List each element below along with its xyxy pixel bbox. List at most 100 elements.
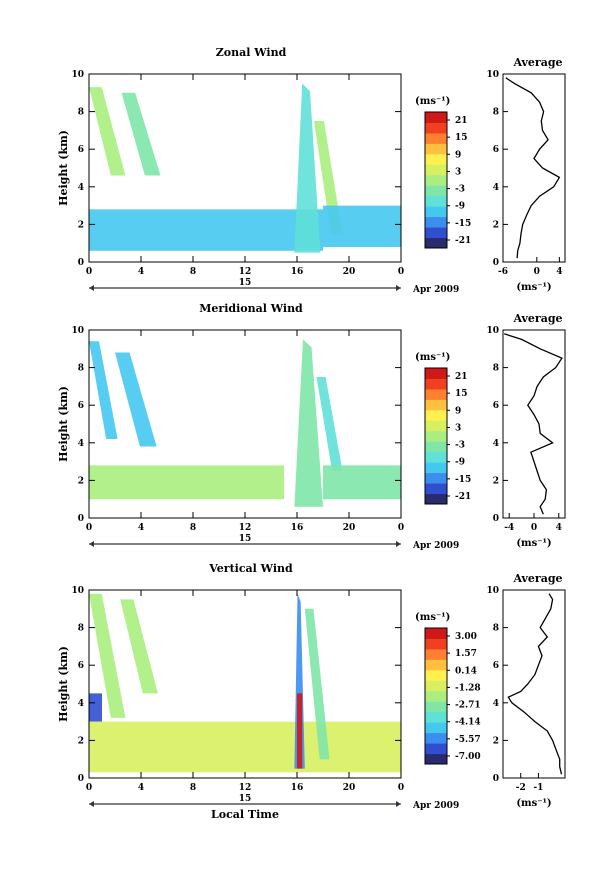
colorbar-swatch <box>425 669 447 681</box>
wind-patch <box>89 693 102 722</box>
colorbar-tick-label: 15 <box>455 389 468 399</box>
x-tick-label: 16 <box>291 267 304 277</box>
x-tick-label: 12 <box>239 267 252 277</box>
average-y-tick-label: 2 <box>493 736 499 746</box>
average-x-tick-label: -2 <box>516 783 526 793</box>
average-y-tick-label: 0 <box>493 514 499 524</box>
x-tick-label: 4 <box>138 783 144 793</box>
x-tick-label: 0 <box>86 783 92 793</box>
colorbar-tick-label: 21 <box>455 372 468 382</box>
colorbar-swatch <box>425 493 447 505</box>
colorbar-swatch <box>425 722 447 734</box>
colorbar-frame <box>424 367 448 505</box>
date-label: Apr 2009 <box>412 801 459 811</box>
wind-patch <box>294 339 323 507</box>
y-tick-label: 0 <box>78 258 84 268</box>
average-x-unit: (ms⁻¹) <box>516 282 551 293</box>
colorbar-swatch <box>425 132 447 144</box>
colorbar-swatch <box>425 227 447 239</box>
panel-title: Vertical Wind <box>208 562 293 575</box>
colorbar-tick-label: 21 <box>455 116 468 126</box>
x-tick-label: 4 <box>138 267 144 277</box>
colorbar-swatch <box>425 153 447 165</box>
panel-title: Meridional Wind <box>199 302 303 315</box>
colorbar-swatch <box>425 628 447 639</box>
data-patches <box>89 593 401 773</box>
x-tick-label: 4 <box>138 523 144 533</box>
average-y-tick-label: 6 <box>493 145 499 155</box>
y-tick-label: 4 <box>78 439 84 449</box>
day-axis-start-marker <box>89 285 94 291</box>
colorbar-tick-label: -1.28 <box>455 683 481 693</box>
average-x-unit: (ms⁻¹) <box>516 538 551 549</box>
day-label: 15 <box>239 794 252 804</box>
colorbar-tick-label: -9 <box>455 202 465 212</box>
x-tick-label: 0 <box>86 267 92 277</box>
wind-patch <box>89 721 401 773</box>
y-tick-label: 8 <box>78 364 84 374</box>
colorbar-tick-label: 1.57 <box>455 649 477 659</box>
x-tick-label: 20 <box>343 783 356 793</box>
colorbar-swatch <box>425 195 447 207</box>
colorbar-swatch <box>425 462 447 474</box>
x-tick-label: 8 <box>190 783 196 793</box>
average-y-tick-label: 8 <box>493 108 499 118</box>
wind-patch <box>294 83 321 253</box>
colorbar-swatch <box>425 409 447 421</box>
y-tick-label: 10 <box>71 586 84 596</box>
average-title: Average <box>512 572 562 585</box>
colorbar-swatch <box>425 378 447 390</box>
data-patches <box>89 83 401 253</box>
colorbar-swatch <box>425 237 447 249</box>
x-axis-label: Local Time <box>211 808 279 821</box>
day-axis-end-marker <box>396 801 401 807</box>
average-y-tick-label: 0 <box>493 774 499 784</box>
x-tick-label: 16 <box>291 783 304 793</box>
wind-patch <box>89 465 284 500</box>
average-y-tick-label: 4 <box>493 439 499 449</box>
x-tick-label: 12 <box>239 523 252 533</box>
average-x-unit: (ms⁻¹) <box>516 798 551 809</box>
colorbar-swatch <box>425 483 447 495</box>
y-tick-label: 10 <box>71 326 84 336</box>
colorbar-tick-label: 3.00 <box>455 632 477 642</box>
colorbar-tick-label: -21 <box>455 236 471 246</box>
colorbar-tick-label: -2.71 <box>455 701 481 711</box>
data-patches <box>89 339 401 507</box>
average-y-tick-label: 8 <box>493 364 499 374</box>
colorbar-swatch <box>425 122 447 134</box>
x-tick-label: 0 <box>398 783 404 793</box>
average-x-tick-label: 0 <box>531 523 537 533</box>
date-label: Apr 2009 <box>412 541 459 551</box>
x-tick-label: 0 <box>86 523 92 533</box>
colorbar-tick-label: 3 <box>455 167 461 177</box>
average-x-tick-label: -6 <box>498 267 508 277</box>
colorbar-unit-label: (ms⁻¹) <box>415 612 450 623</box>
average-profile-line <box>504 333 563 515</box>
y-tick-label: 4 <box>78 183 84 193</box>
colorbar-swatch <box>425 451 447 463</box>
wind-patch <box>297 693 303 769</box>
y-tick-label: 6 <box>78 145 84 155</box>
average-frame <box>502 329 566 519</box>
colorbar-unit-label: (ms⁻¹) <box>415 96 450 107</box>
colorbar-swatch <box>425 143 447 155</box>
x-tick-label: 0 <box>398 267 404 277</box>
colorbar-tick-label: -15 <box>455 219 471 229</box>
y-tick-label: 10 <box>71 70 84 80</box>
x-tick-label: 12 <box>239 783 252 793</box>
wind-patch <box>121 92 161 176</box>
y-tick-label: 0 <box>78 774 84 784</box>
average-title: Average <box>512 312 562 325</box>
wind-patch <box>89 87 126 176</box>
colorbar-swatch <box>425 368 447 379</box>
colorbar-swatch <box>425 388 447 400</box>
panel-2: Meridional Wind 0 2 4 6 8 10 Height (km) 0 4 8 12 16… <box>57 302 566 551</box>
average-profile-line <box>505 77 561 259</box>
y-tick-label: 2 <box>78 476 84 486</box>
colorbar-swatch <box>425 206 447 218</box>
average-frame <box>502 589 566 779</box>
wind-patch <box>115 352 157 447</box>
colorbar-swatch <box>425 164 447 176</box>
y-tick-label: 6 <box>78 661 84 671</box>
